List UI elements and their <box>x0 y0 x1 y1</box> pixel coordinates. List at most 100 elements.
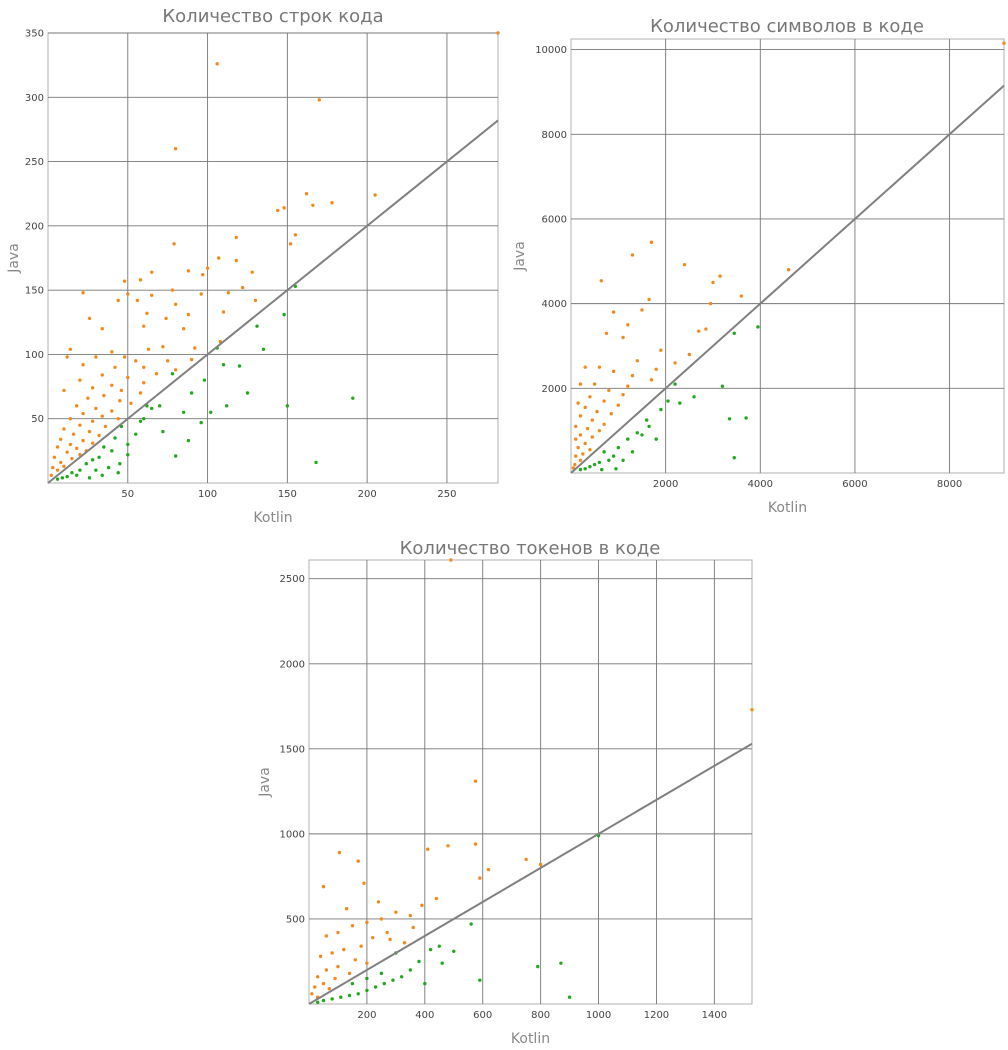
scatter-point <box>420 903 424 908</box>
y-tick-label: 100 <box>25 350 44 361</box>
scatter-point <box>595 409 599 414</box>
scatter-point <box>602 450 606 454</box>
scatter-point <box>559 961 563 965</box>
scatter-point <box>327 986 331 991</box>
scatter-point <box>739 294 744 298</box>
scatter-point <box>97 433 101 438</box>
scatter-point <box>408 913 413 918</box>
scatter-point <box>189 357 194 362</box>
scatter-point <box>237 364 242 368</box>
scatter-point <box>55 445 60 449</box>
y-tick-label: 250 <box>25 157 44 168</box>
scatter-point <box>90 441 95 445</box>
scatter-point <box>588 448 592 452</box>
x-tick-label: 1200 <box>644 1010 669 1021</box>
scatter-point <box>311 203 315 207</box>
y-tick-label: 300 <box>25 93 44 104</box>
scatter-point <box>65 474 69 479</box>
scatter-point <box>578 433 583 437</box>
scatter-point <box>373 193 377 197</box>
scatter-point <box>673 361 677 365</box>
scatter-point <box>626 437 630 441</box>
scatter-point <box>379 971 384 976</box>
scatter-point <box>602 399 606 403</box>
scatter-point <box>626 384 630 388</box>
scatter-point <box>250 270 254 274</box>
x-tick-label: 6000 <box>842 479 867 490</box>
scatter-point <box>68 442 73 447</box>
scatter-point <box>71 432 76 436</box>
plot-frame <box>47 32 499 484</box>
scatter-point <box>81 438 85 443</box>
scatter-point <box>150 293 154 297</box>
scatter-point <box>356 859 360 863</box>
scatter-point <box>217 256 221 260</box>
scatter-point <box>100 414 104 418</box>
scatter-point <box>365 976 369 981</box>
scatter-point <box>370 935 375 940</box>
scatter-point <box>62 427 66 431</box>
scatter-point <box>682 262 687 267</box>
y-axis-label: Java <box>257 767 273 798</box>
scatter-point <box>496 31 500 35</box>
scatter-point <box>78 378 82 382</box>
scatter-point <box>573 462 577 467</box>
scatter-point <box>697 329 701 333</box>
scatter-point <box>704 327 708 331</box>
scatter-point <box>437 944 441 948</box>
scatter-point <box>122 355 127 359</box>
y-tick-label: 4000 <box>542 299 567 310</box>
scatter-point <box>402 941 407 945</box>
x-tick-label: 250 <box>437 489 456 500</box>
scatter-point <box>478 876 482 880</box>
scatter-point <box>626 323 630 327</box>
scatter-point <box>373 985 378 989</box>
scatter-point <box>649 378 654 382</box>
scatter-point <box>142 381 146 385</box>
scatter-point <box>362 881 366 885</box>
scatter-point <box>313 985 317 989</box>
scatter-point <box>65 450 69 454</box>
scatter-point <box>253 298 258 303</box>
plot-frame <box>570 38 1005 474</box>
scatter-point <box>616 403 621 407</box>
scatter-point <box>388 937 392 942</box>
scatter-point <box>65 355 69 359</box>
scatter-point <box>113 365 117 369</box>
scatter-point <box>62 464 66 468</box>
scatter-point <box>347 993 352 998</box>
scatter-point <box>473 842 478 846</box>
scatter-point <box>173 368 178 372</box>
scatter-point <box>110 350 114 354</box>
scatter-point <box>538 862 543 867</box>
y-tick-label: 2500 <box>280 574 305 585</box>
scatter-point <box>145 311 149 315</box>
scatter-point <box>100 473 104 477</box>
scatter-point <box>359 944 363 948</box>
scatter-point <box>321 884 326 889</box>
scatter-point <box>150 406 154 411</box>
scatter-point <box>718 274 722 278</box>
scatter-point <box>581 452 585 456</box>
scatter-point <box>138 419 143 423</box>
scatter-point <box>315 975 320 979</box>
scatter-point <box>282 206 286 210</box>
scatter-point <box>486 867 491 872</box>
x-tick-label: 1400 <box>702 1010 727 1021</box>
scatter-point <box>321 998 326 1003</box>
scatter-point <box>659 407 663 412</box>
chart-title: Количество символов в коде <box>650 16 924 37</box>
scatter-point <box>142 417 146 421</box>
scatter-point <box>321 981 326 986</box>
scatter-point <box>711 280 715 285</box>
scatter-point <box>138 278 143 282</box>
scatter-point <box>337 850 342 855</box>
scatter-point <box>161 429 165 434</box>
scatter-point <box>571 466 576 470</box>
scatter-point <box>55 477 60 481</box>
scatter-point <box>110 409 114 413</box>
scatter-point <box>315 1000 320 1004</box>
scatter-point <box>75 404 79 408</box>
scatter-point <box>353 958 358 962</box>
x-axis-label: Kotlin <box>511 1031 550 1047</box>
